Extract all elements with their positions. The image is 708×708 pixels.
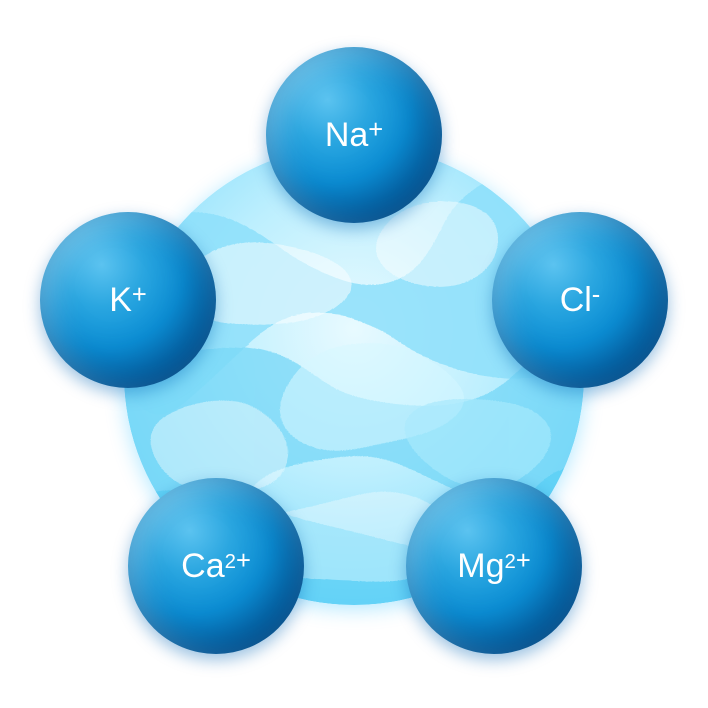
ion-symbol: Na: [325, 116, 368, 155]
ion-label: Ca2+: [181, 547, 251, 586]
ion-sphere-ca: Ca2+: [128, 478, 304, 654]
ion-symbol: Cl: [560, 281, 592, 320]
ion-symbol: Mg: [457, 547, 504, 586]
ion-symbol: K: [109, 281, 132, 320]
ion-label: Mg2+: [457, 547, 530, 586]
ion-sphere-cl: Cl-: [492, 212, 668, 388]
ion-label: K+: [109, 281, 147, 320]
ion-symbol: Ca: [181, 547, 224, 586]
ion-label: Na+: [325, 116, 383, 155]
ion-sphere-na: Na+: [266, 47, 442, 223]
ion-label: Cl-: [560, 281, 601, 320]
ion-charge-sign: +: [368, 116, 383, 145]
ion-charge-number: 2: [504, 551, 515, 574]
ion-sphere-k: K+: [40, 212, 216, 388]
ion-charge-sign: -: [592, 281, 601, 310]
ion-charge-sign: +: [132, 281, 147, 310]
ion-charge-number: 2: [225, 551, 236, 574]
ion-sphere-mg: Mg2+: [406, 478, 582, 654]
ion-charge-sign: +: [236, 547, 251, 576]
ion-charge-sign: +: [516, 547, 531, 576]
